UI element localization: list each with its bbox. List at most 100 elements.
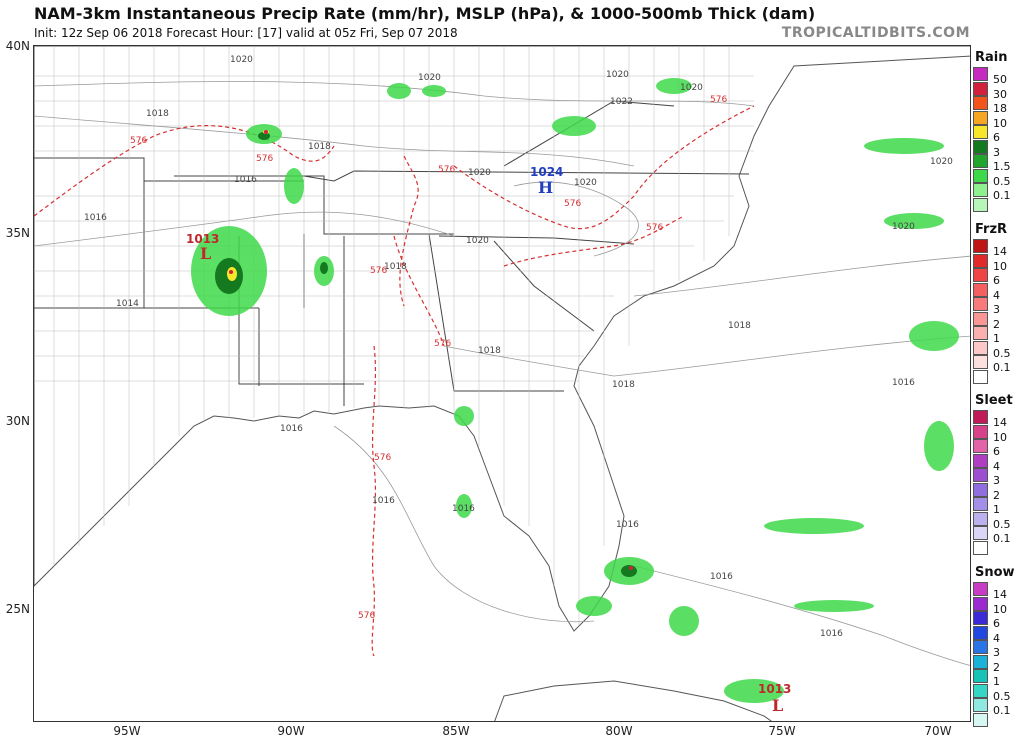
legend-tick-label-snow: 0.1 (993, 704, 1011, 718)
low-pressure-marker-east: L (772, 696, 784, 715)
isobar-label: 1020 (892, 222, 915, 232)
low-pressure-value-east: 1013 (758, 682, 792, 696)
legend-swatch-rain (973, 67, 988, 81)
isobar-label: 1018 (146, 109, 169, 119)
legend-swatch-snow (973, 712, 988, 727)
legend-swatch-snow (973, 611, 988, 625)
brand-watermark: TROPICALTIDBITS.COM (781, 25, 970, 41)
isobar-label: 1016 (372, 496, 395, 506)
legend-swatch-snow (973, 640, 988, 654)
map-base (34, 46, 970, 721)
legend-swatch-snow (973, 625, 988, 640)
map-title: NAM-3km Instantaneous Precip Rate (mm/hr… (34, 4, 816, 23)
legend-swatch-sleet (973, 439, 988, 453)
legend-tick-label-sleet: 0.5 (993, 517, 1011, 531)
legend-swatch-frzr (973, 239, 988, 253)
weather-map: 1024 H 1013 L 1013 L 1020 1020 1020 1020… (33, 45, 971, 722)
legend-tick-label-frzr: 0.5 (993, 346, 1011, 360)
lat-label-40n: 40N (5, 39, 30, 53)
legend-tick-label-sleet: 2 (993, 488, 1000, 502)
isobar-label: 1014 (116, 299, 139, 309)
legend-tick-label-snow: 3 (993, 646, 1000, 660)
legend-swatch-frzr (973, 369, 988, 384)
legend-tick-label-snow: 0.5 (993, 689, 1011, 703)
legend-tick-label-snow: 6 (993, 617, 1000, 631)
legend-sleet: Sleet 14 10 6 4 3 2 1 0.5 0.1 (973, 393, 1021, 560)
thickness-contours (34, 105, 755, 657)
legend-swatch-snow (973, 654, 988, 669)
legend-swatch-sleet (973, 497, 988, 511)
legend-swatch-frzr (973, 340, 988, 355)
lon-label-95w: 95W (113, 724, 141, 738)
legend-tick-label-frzr: 2 (993, 317, 1000, 331)
legend-tick-label-rain: 1.5 (993, 160, 1011, 174)
isobar-label: 1018 (308, 142, 331, 152)
thickness-label: 576 (434, 339, 452, 349)
legend-swatch-snow (973, 669, 988, 683)
legend-snow: Snow 14 10 6 4 3 2 1 0.5 0.1 (973, 565, 1021, 732)
legend-swatch-frzr (973, 297, 988, 311)
thickness-label: 576 (564, 199, 582, 209)
thickness-label: 576 (358, 611, 376, 621)
legend-tick-label-rain: 3 (993, 145, 1000, 159)
isobar-label: 1016 (234, 175, 257, 185)
lat-label-25n: 25N (5, 602, 30, 616)
legend-tick-label-rain: 10 (993, 116, 1007, 130)
lon-label-80w: 80W (605, 724, 633, 738)
legend-tick-label-frzr: 0.1 (993, 361, 1011, 375)
legend-bar-snow: 14 10 6 4 3 2 1 0.5 0.1 (973, 582, 1021, 732)
legend-rain: Rain 50 30 18 10 6 3 1.5 0.5 0.1 (973, 50, 1021, 217)
legend-tick-label-rain: 0.1 (993, 189, 1011, 203)
legend-bar-rain: 50 30 18 10 6 3 1.5 0.5 0.1 (973, 67, 1021, 217)
legend-tick-label-sleet: 6 (993, 445, 1000, 459)
legend-tick-label-snow: 1 (993, 675, 1000, 689)
county-grid (34, 46, 754, 626)
legend-tick-label-rain: 30 (993, 87, 1007, 101)
legend-tick-label-sleet: 1 (993, 503, 1000, 517)
legend-swatch-rain (973, 96, 988, 110)
legend-swatch-snow (973, 698, 988, 712)
legend-swatch-sleet (973, 482, 988, 497)
legend-tick-label-frzr: 3 (993, 303, 1000, 317)
isobar-label: 1018 (478, 346, 501, 356)
isobar-label: 1018 (384, 262, 407, 272)
isobar-label: 1020 (468, 168, 491, 178)
isobar-label: 1020 (930, 157, 953, 167)
isobar-label: 1020 (606, 70, 629, 80)
lat-label-30n: 30N (5, 414, 30, 428)
lat-label-35n: 35N (5, 226, 30, 240)
legend-frzr: FrzR 14 10 6 4 3 2 1 0.5 0.1 (973, 222, 1021, 389)
lon-label-70w: 70W (924, 724, 952, 738)
lon-label-85w: 85W (442, 724, 470, 738)
legend-tick-label-sleet: 0.1 (993, 532, 1011, 546)
legend-title-sleet: Sleet (975, 393, 1013, 408)
high-pressure-value: 1024 (530, 165, 564, 179)
legend-tick-label-sleet: 10 (993, 430, 1007, 444)
legend-swatch-rain (973, 154, 988, 168)
isobar-label: 1018 (728, 321, 751, 331)
legend-swatch-snow (973, 683, 988, 698)
legend-swatch-frzr (973, 311, 988, 326)
legend-swatch-rain (973, 110, 988, 125)
isobar-label: 1016 (892, 378, 915, 388)
legend-swatch-sleet (973, 526, 988, 540)
lon-label-90w: 90W (277, 724, 305, 738)
legend-tick-label-sleet: 4 (993, 459, 1000, 473)
legend-swatch-rain (973, 197, 988, 212)
legend-swatch-frzr (973, 355, 988, 369)
legend-tick-label-sleet: 3 (993, 474, 1000, 488)
high-pressure-marker: H (538, 178, 554, 197)
legend-title-rain: Rain (975, 50, 1008, 65)
isobar-label: 1022 (610, 97, 633, 107)
low-pressure-value-west: 1013 (186, 232, 220, 246)
isobar-label: 1020 (418, 73, 441, 83)
map-subtitle: Init: 12z Sep 06 2018 Forecast Hour: [17… (34, 26, 458, 40)
legend-swatch-sleet (973, 453, 988, 468)
lon-label-75w: 75W (768, 724, 796, 738)
legend-tick-label-rain: 6 (993, 131, 1000, 145)
legend-swatch-snow (973, 582, 988, 596)
legend-tick-label-rain: 0.5 (993, 174, 1011, 188)
legend-swatch-rain (973, 183, 988, 197)
legend-swatch-sleet (973, 410, 988, 424)
isobar-label: 1016 (710, 572, 733, 582)
